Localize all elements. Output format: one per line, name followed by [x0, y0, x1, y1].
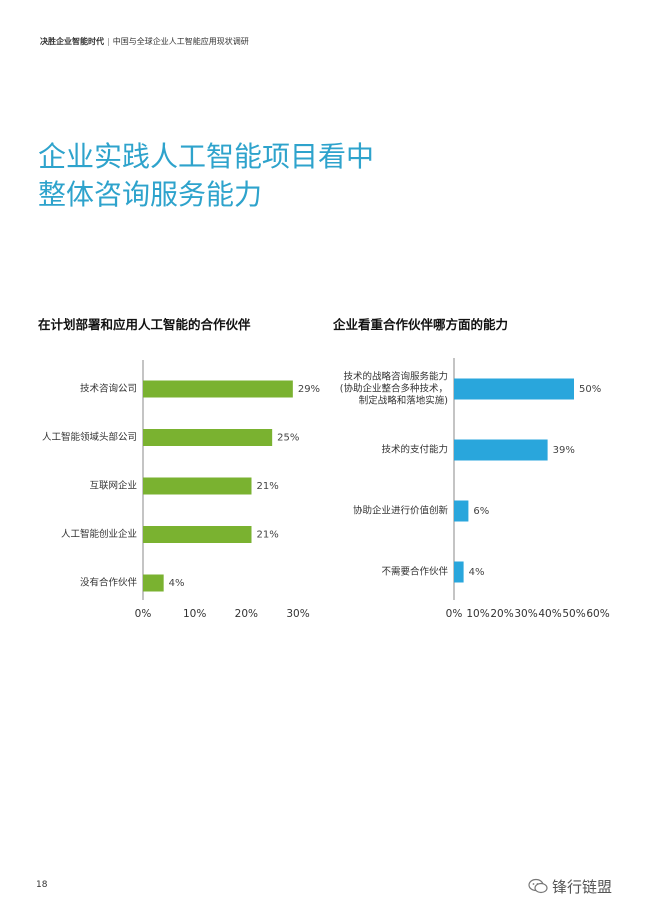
chart-1-value-label-0: 50% — [579, 384, 601, 395]
page-number: 18 — [36, 880, 48, 890]
running-head-separator: | — [107, 37, 110, 46]
chart-0-tick-label-1: 10% — [183, 608, 206, 620]
running-head-report-name: 决胜企业智能时代 — [40, 37, 104, 46]
chart-0-bar-2 — [143, 477, 252, 495]
page-title-line-2: 整体咨询服务能力 — [38, 178, 263, 211]
chart-1-value-label-1: 39% — [553, 445, 575, 456]
chart-1-tick-label-3: 30% — [514, 608, 537, 620]
running-head-subtitle: 中国与全球企业人工智能应用现状调研 — [112, 37, 249, 46]
watermark: 锋行链盟 — [528, 876, 612, 898]
chat-bubble-icon — [528, 878, 548, 898]
chart-1-category-label-3: 不需要合作伙伴 — [381, 566, 448, 578]
chart-1-category-label-2: 协助企业进行价值创新 — [353, 505, 449, 517]
chart-1-bar-3 — [454, 561, 464, 583]
page-title-line-1: 企业实践人工智能项目看中 — [38, 140, 375, 173]
left-chart-title: 在计划部署和应用人工智能的合作伙伴 — [38, 317, 251, 332]
chart-1-value-label-3: 4% — [469, 567, 485, 578]
chart-0-value-label-1: 25% — [277, 433, 299, 444]
chart-0-bar-0 — [143, 380, 293, 398]
chart-0-tick-label-0: 0% — [135, 608, 152, 620]
chart-1-tick-label-5: 50% — [562, 608, 585, 620]
chart-0-tick-label-3: 30% — [286, 608, 309, 620]
watermark-text: 锋行链盟 — [552, 878, 613, 896]
chart-1-bar-0 — [454, 378, 574, 400]
chart-0-category-label-2: 互联网企业 — [89, 480, 137, 492]
page-title: 企业实践人工智能项目看中 整体咨询服务能力 — [38, 138, 374, 214]
chart-1-category-label-0-line-1: (协助企业整合多种技术， — [340, 383, 448, 395]
chart-1-category-label-1: 技术的支付能力 — [381, 444, 448, 456]
chart-1-tick-label-4: 40% — [538, 608, 561, 620]
chart-0-value-label-2: 21% — [257, 481, 279, 492]
chart-1-bar-2 — [454, 500, 469, 522]
right-chart-title: 企业看重合作伙伴哪方面的能力 — [333, 317, 509, 332]
chart-1-tick-label-6: 60% — [586, 608, 609, 620]
chart-0-category-label-4: 没有合作伙伴 — [80, 577, 138, 589]
chart-0-bar-4 — [143, 574, 164, 592]
chart-1-value-label-2: 6% — [473, 506, 489, 517]
chart-0-value-label-4: 4% — [169, 578, 185, 589]
chart-1-tick-label-1: 10% — [466, 608, 489, 620]
chart-0-tick-label-2: 20% — [235, 608, 258, 620]
chart-1-category-label-0-line-2: 制定战略和落地实施) — [359, 395, 448, 407]
chart-1-tick-label-2: 20% — [490, 608, 513, 620]
chart-1-category-label-0-line-0: 技术的战略咨询服务能力 — [343, 371, 448, 383]
chart-0-bar-1 — [143, 429, 273, 446]
chart-1-tick-label-0: 0% — [446, 608, 463, 620]
chart-0-value-label-0: 29% — [298, 384, 320, 395]
chart-0-category-label-3: 人工智能创业企业 — [61, 528, 137, 540]
chart-0-value-label-3: 21% — [257, 530, 279, 541]
chart-0-bar-3 — [143, 526, 252, 543]
running-head: 决胜企业智能时代 | 中国与全球企业人工智能应用现状调研 — [40, 36, 249, 47]
chart-1-bar-1 — [454, 439, 548, 461]
chart-0-category-label-1: 人工智能领域头部公司 — [42, 431, 137, 443]
chart-0-category-label-0: 技术咨询公司 — [80, 383, 137, 395]
